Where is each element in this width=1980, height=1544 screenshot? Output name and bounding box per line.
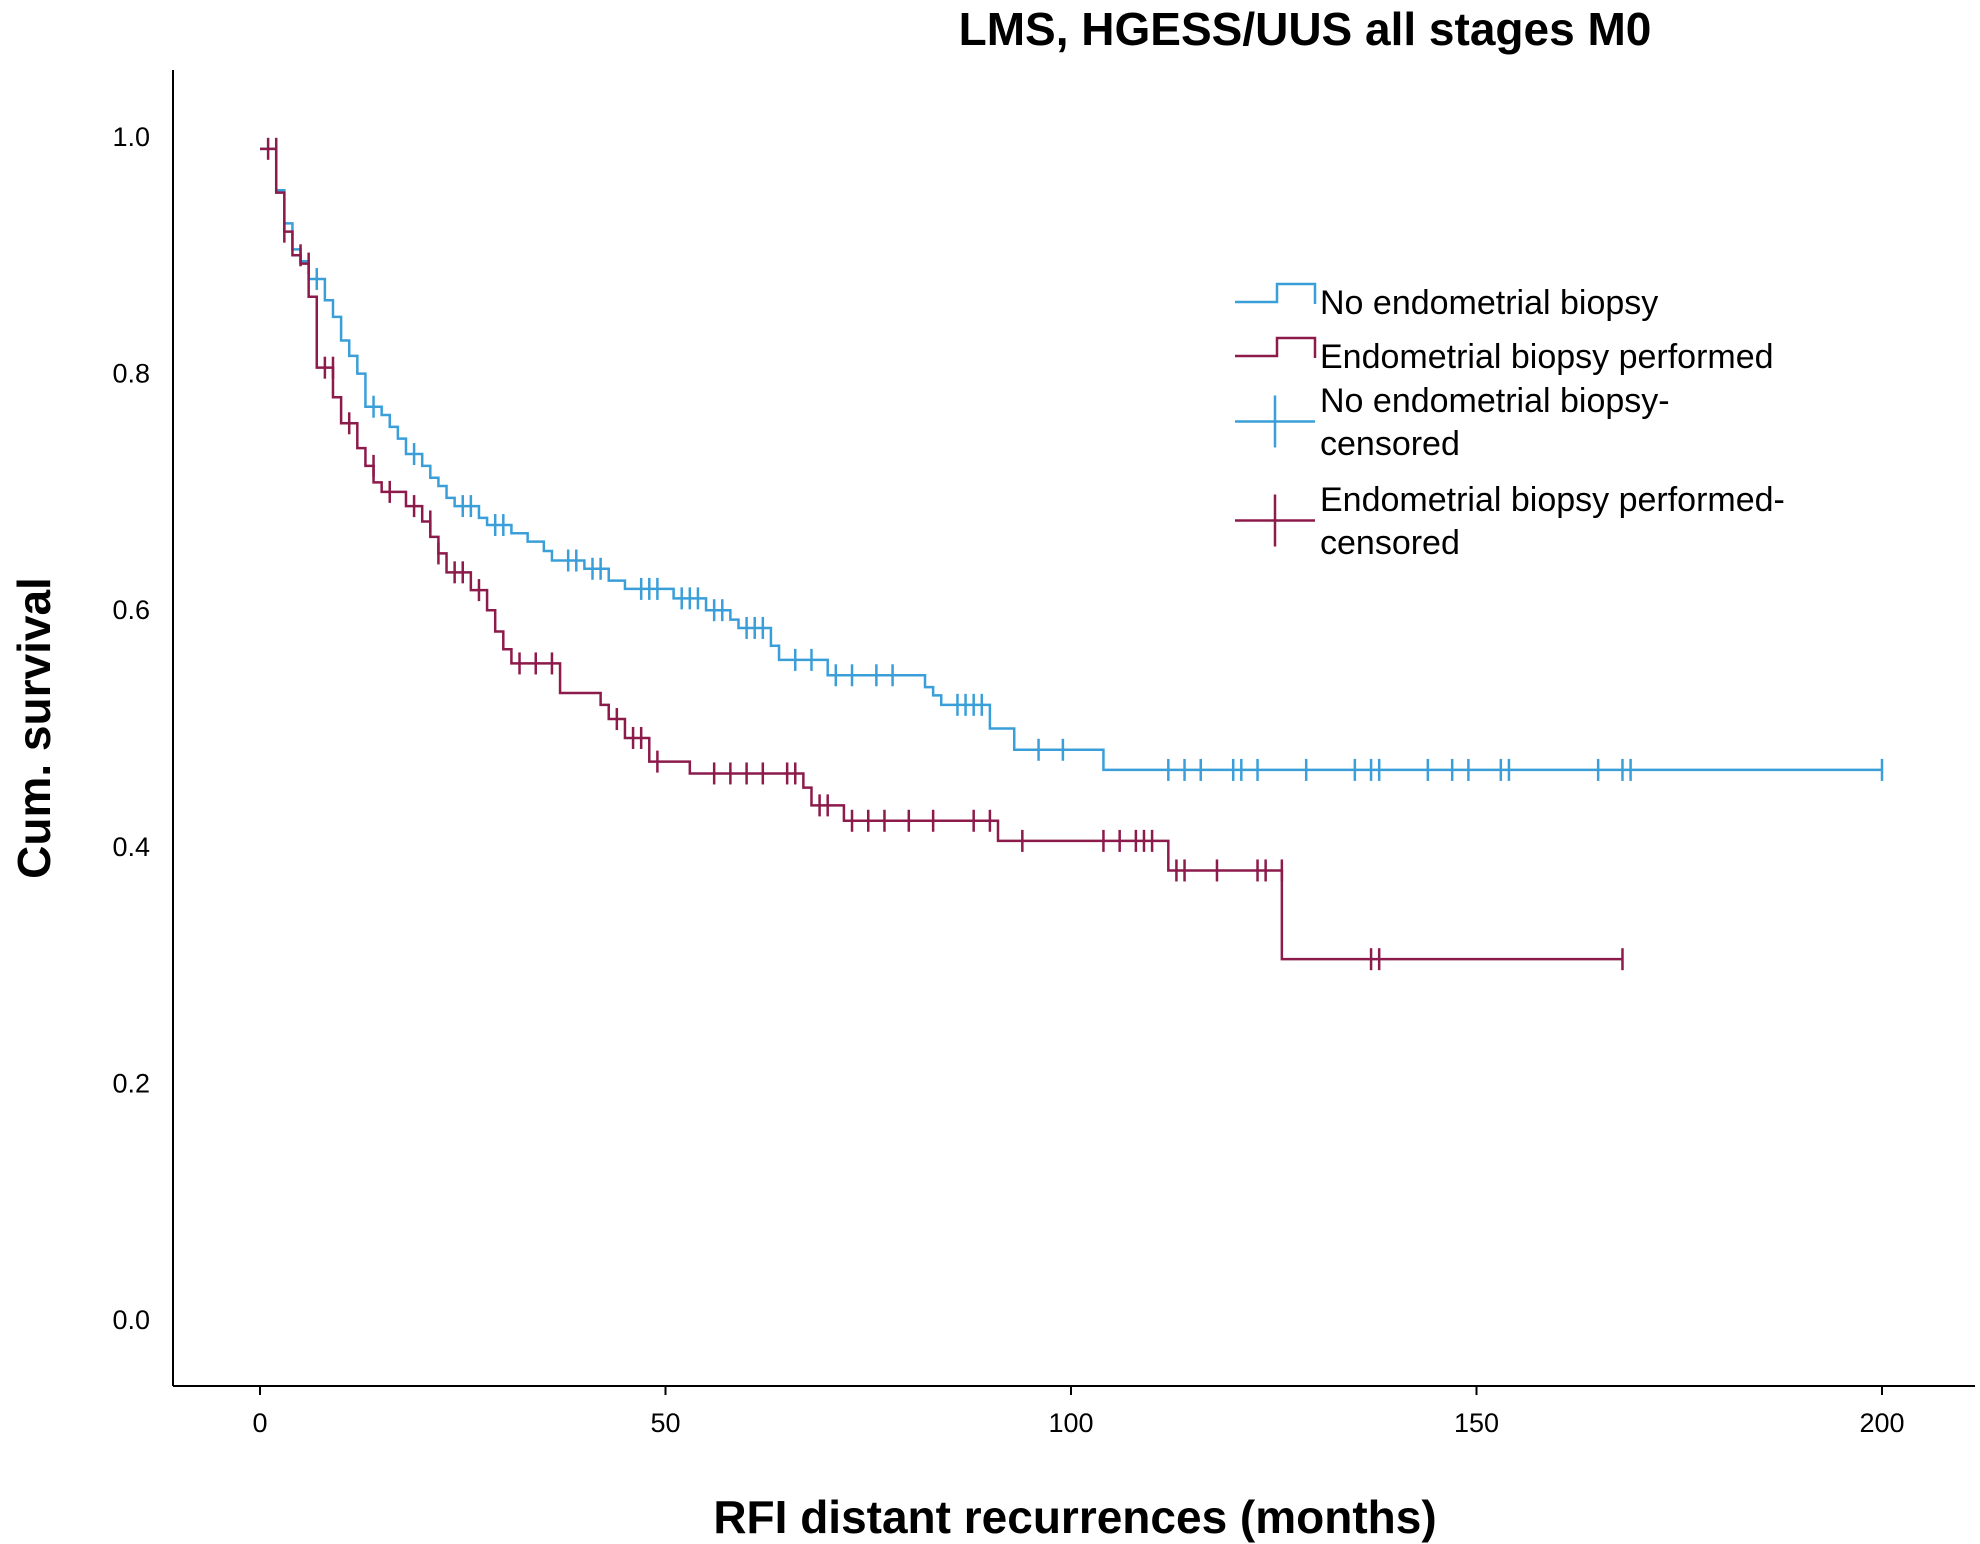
legend-label-3-line-0: Endometrial biopsy performed- (1320, 481, 1785, 519)
y-tick-label: 0.6 (112, 595, 150, 625)
y-ticks: 0.0 0.2 0.4 0.6 0.8 1.0 (112, 122, 150, 1335)
x-tick-label: 50 (650, 1408, 680, 1438)
x-tick-label: 150 (1454, 1408, 1499, 1438)
x-ticks: 0 50 100 150 200 (252, 1386, 1905, 1438)
legend-line-symbol-1 (1235, 336, 1317, 358)
legend-label-3-line-1: censored (1320, 524, 1460, 562)
legend-label-2-line-0: No endometrial biopsy- (1320, 382, 1670, 420)
series-line-0 (260, 147, 1882, 772)
y-tick-label: 0.8 (112, 359, 150, 389)
legend-label-1: Endometrial biopsy performed (1320, 338, 1774, 376)
legend: No endometrial biopsy Endometrial biopsy … (1235, 282, 1785, 562)
y-tick-label: 0.0 (112, 1305, 150, 1335)
y-tick-label: 1.0 (112, 122, 150, 152)
x-tick-label: 0 (252, 1408, 267, 1438)
x-tick-label: 100 (1048, 1408, 1093, 1438)
y-tick-label: 0.4 (112, 832, 150, 862)
censor-layer (266, 137, 1884, 971)
legend-line-symbol-0 (1235, 282, 1317, 304)
series-line-1 (260, 147, 1623, 961)
axes (172, 70, 1975, 1387)
y-axis-title: Cum. survival (8, 577, 60, 879)
legend-label-0: No endometrial biopsy (1320, 284, 1658, 322)
x-tick-label: 200 (1859, 1408, 1904, 1438)
series-layer (260, 147, 1882, 961)
y-tick-label: 0.2 (112, 1068, 150, 1098)
legend-label-2-line-1: censored (1320, 425, 1460, 463)
chart-title: LMS, HGESS/UUS all stages M0 (959, 3, 1652, 55)
x-axis-title: RFI distant recurrences (months) (713, 1491, 1436, 1543)
